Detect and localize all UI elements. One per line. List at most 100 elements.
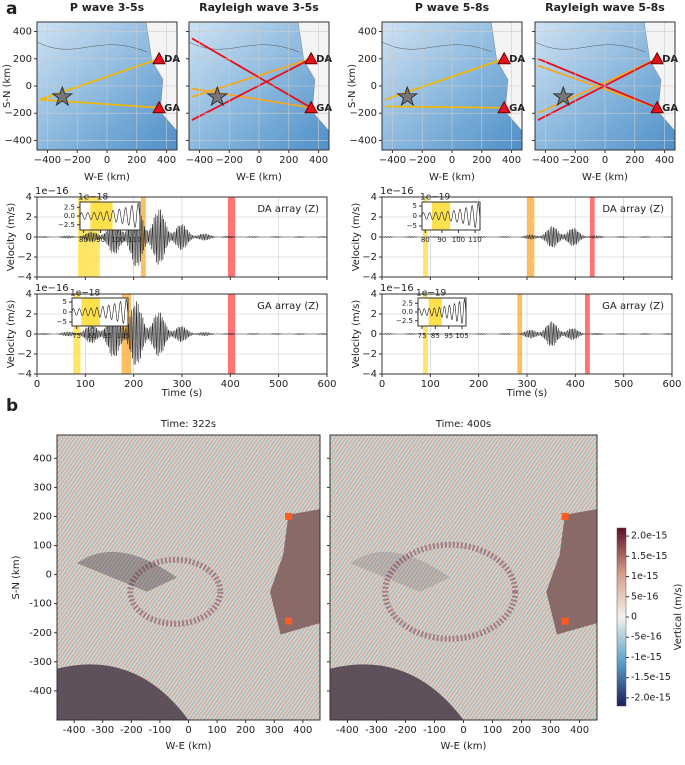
x-tick-label: 200 xyxy=(124,379,143,390)
contour xyxy=(189,41,300,53)
map-title: P wave 3-5s xyxy=(70,1,145,14)
scale-label: 1e−16 xyxy=(380,186,414,197)
y-tick-label: 0 xyxy=(413,212,417,220)
x-tick-label: 0 xyxy=(449,155,455,166)
y-tick-label: −4 xyxy=(362,369,377,380)
land xyxy=(270,509,320,635)
x-axis-label: Time (s) xyxy=(161,388,203,399)
station-marker xyxy=(561,617,569,625)
station xyxy=(650,100,664,114)
colorbar-tick-label: 1e-15 xyxy=(631,571,658,582)
noise-patch xyxy=(350,551,450,592)
y-tick-label: 5 xyxy=(413,202,417,210)
x-tick-label: 95 xyxy=(103,332,112,340)
x-axis-label: W-E (km) xyxy=(166,741,212,752)
frame xyxy=(381,21,523,151)
x-tick-label: −200 xyxy=(63,155,90,166)
x-tick-label: 85 xyxy=(431,332,440,340)
x-axis-label: W-E (km) xyxy=(84,172,130,183)
panel-title: DA array (Z) xyxy=(602,204,664,215)
station-label: GA xyxy=(509,103,525,114)
colorbar-tick-label: -5e-16 xyxy=(631,632,662,643)
x-tick-label: −400 xyxy=(532,155,559,166)
x-tick-label: 200 xyxy=(469,379,488,390)
y-tick-label: −400 xyxy=(5,135,32,146)
inset-scale-label: 1e−18 xyxy=(70,289,101,299)
y-tick-label: −400 xyxy=(350,135,377,146)
y-axis-label: Velocity (m/s) xyxy=(351,300,362,369)
x-tick-label: 0 xyxy=(460,725,466,736)
station xyxy=(497,100,511,114)
inset-bg xyxy=(421,201,481,231)
x-tick-label: −200 xyxy=(215,155,242,166)
ray xyxy=(191,57,312,121)
y-tick-label: 400 xyxy=(13,27,32,38)
y-tick-label: 2 xyxy=(371,212,377,223)
inset-waveform xyxy=(71,298,128,324)
x-tick-label: −200 xyxy=(561,155,588,166)
x-tick-label: 200 xyxy=(279,155,298,166)
x-tick-label: 0 xyxy=(185,725,191,736)
x-tick-label: 200 xyxy=(127,155,146,166)
x-axis-label: W-E (km) xyxy=(441,741,487,752)
station xyxy=(152,51,166,65)
y-tick-label: 2 xyxy=(371,309,377,320)
x-tick-label: 300 xyxy=(517,379,536,390)
station-label: DA xyxy=(662,54,678,65)
ray xyxy=(191,37,312,109)
x-tick-label: 300 xyxy=(541,725,560,736)
y-axis-label: Velocity (m/s) xyxy=(351,203,362,272)
x-tick-label: −200 xyxy=(408,155,435,166)
x-tick-label: 110 xyxy=(128,236,141,244)
colorbar-tick-label: -1e-15 xyxy=(631,652,662,663)
station-marker xyxy=(285,617,293,625)
inset-waveform xyxy=(79,202,140,228)
x-tick-label: 100 xyxy=(76,379,95,390)
waveform xyxy=(382,226,672,248)
inset-frame xyxy=(421,201,481,231)
y-tick-label: 5 xyxy=(63,298,67,306)
x-tick-label: 400 xyxy=(502,155,521,166)
ray xyxy=(384,105,505,109)
colorbar-tick-label: 0 xyxy=(631,612,637,623)
y-tick-label: 0 xyxy=(63,308,67,316)
scale-label: 1e−16 xyxy=(35,283,69,294)
inset-frame xyxy=(79,201,141,231)
x-tick-label: 500 xyxy=(614,379,633,390)
x-tick-label: 500 xyxy=(269,379,288,390)
frame xyxy=(329,434,598,721)
y-tick-label: -100 xyxy=(29,599,52,610)
x-tick-label: -300 xyxy=(91,725,114,736)
x-tick-label: 95 xyxy=(444,332,453,340)
land xyxy=(546,509,597,635)
y-tick-label: −200 xyxy=(350,108,377,119)
colorbar-tick-label: 1.5e-15 xyxy=(631,551,667,562)
y-tick-label: 200 xyxy=(358,54,377,65)
x-tick-label: -400 xyxy=(63,725,86,736)
station xyxy=(304,51,318,65)
x-axis-label: W-E (km) xyxy=(582,172,628,183)
x-tick-label: 100 xyxy=(208,725,227,736)
band xyxy=(227,294,236,374)
station xyxy=(152,100,166,114)
inset-band xyxy=(90,202,113,230)
inset-band xyxy=(431,202,451,230)
y-tick-label: 0.0 xyxy=(64,212,75,220)
ray xyxy=(191,57,312,98)
snapshot xyxy=(330,435,597,720)
frame xyxy=(381,293,673,375)
y-tick-label: −2 xyxy=(17,349,32,360)
y-tick-label: -300 xyxy=(29,657,52,668)
colorbar-tick-label: -2.0e-15 xyxy=(631,692,671,703)
panel-title: GA array (Z) xyxy=(257,301,319,312)
source xyxy=(396,85,419,107)
y-tick-label: −5 xyxy=(57,318,67,326)
x-tick-label: −400 xyxy=(34,155,61,166)
x-tick-label: 0 xyxy=(602,155,608,166)
x-tick-label: 200 xyxy=(236,725,255,736)
band xyxy=(227,197,236,277)
y-tick-label: 100 xyxy=(33,541,52,552)
inset-scale-label: 1e−19 xyxy=(420,193,451,203)
y-tick-label: −5 xyxy=(407,222,417,230)
frame xyxy=(534,21,676,151)
